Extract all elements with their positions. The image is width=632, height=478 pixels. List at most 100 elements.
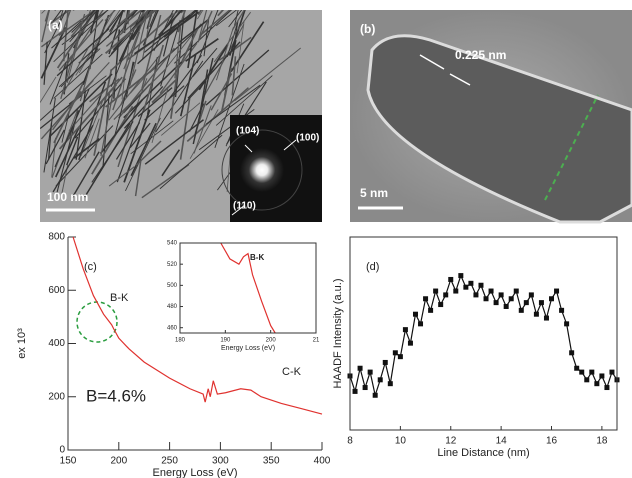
marker — [368, 370, 373, 375]
highlight-circle — [77, 302, 117, 342]
panel-label: (b) — [360, 22, 375, 36]
marker — [378, 377, 383, 382]
axis-frame — [350, 237, 617, 430]
marker — [489, 289, 494, 294]
scale-label: 5 nm — [360, 186, 388, 200]
marker — [453, 289, 458, 294]
x-tick-label: 200 — [266, 338, 277, 344]
y-tick-label: 460 — [167, 325, 178, 331]
marker — [534, 312, 539, 317]
marker — [584, 377, 589, 382]
marker — [494, 300, 499, 305]
marker — [468, 281, 473, 286]
marker — [458, 273, 463, 278]
marker — [484, 296, 489, 301]
marker — [579, 370, 584, 375]
x-tick-label: 350 — [263, 456, 280, 467]
marker — [594, 381, 599, 386]
marker — [433, 289, 438, 294]
inset-bg — [180, 243, 316, 333]
marker — [549, 296, 554, 301]
marker — [353, 389, 358, 394]
marker — [438, 302, 443, 307]
marker — [554, 289, 559, 294]
figure: (104) (100) (110) (a) 100 nm (b) 0.225 n… — [0, 0, 632, 478]
inset-label: (110) — [233, 201, 256, 212]
x-tick-label: 150 — [60, 456, 77, 467]
panel-label: (c) — [84, 261, 97, 273]
lattice-label: 0.225 nm — [455, 48, 506, 62]
marker — [609, 370, 614, 375]
inset-label: (100) — [296, 133, 319, 144]
x-tick-label: 200 — [110, 456, 127, 467]
marker — [403, 327, 408, 332]
marker — [524, 300, 529, 305]
marker — [373, 393, 378, 398]
x-tick-label: 400 — [314, 456, 331, 467]
x-tick-label: 14 — [496, 436, 508, 447]
marker — [519, 308, 524, 313]
y-axis-label: HAADF Intensity (a.u.) — [332, 278, 344, 388]
marker — [443, 292, 448, 297]
wire — [73, 0, 92, 11]
marker — [473, 292, 478, 297]
annotation: B-K — [110, 292, 129, 304]
y-tick-label: 800 — [48, 232, 65, 243]
annotation: B-K — [250, 253, 264, 262]
marker — [398, 354, 403, 359]
marker — [448, 277, 453, 282]
x-tick-label: 16 — [546, 436, 558, 447]
marker — [574, 366, 579, 371]
y-tick-label: 0 — [59, 445, 65, 456]
marker — [363, 385, 368, 390]
marker — [358, 366, 363, 371]
marker — [418, 321, 423, 326]
annotation: B=4.6% — [86, 386, 146, 405]
panel-label: (a) — [48, 18, 63, 32]
y-tick-label: 400 — [48, 338, 65, 349]
marker — [478, 283, 483, 288]
y-tick-label: 540 — [167, 241, 178, 247]
inset-label: (104) — [236, 126, 259, 137]
center-spot — [240, 148, 284, 192]
x-tick-label: 21 — [313, 338, 320, 344]
marker — [393, 350, 398, 355]
wire — [123, 0, 139, 12]
wire — [55, 0, 88, 11]
marker — [564, 321, 569, 326]
y-tick-label: 600 — [48, 285, 65, 296]
x-tick-label: 250 — [161, 456, 178, 467]
x-tick-label: 300 — [212, 456, 229, 467]
x-tick-label: 8 — [347, 436, 353, 447]
marker — [569, 350, 574, 355]
marker — [428, 308, 433, 313]
x-tick-label: 190 — [220, 338, 231, 344]
marker — [413, 312, 418, 317]
y-tick-label: 520 — [167, 262, 178, 268]
marker — [423, 296, 428, 301]
marker — [529, 292, 534, 297]
y-axis-label: ex 10³ — [16, 328, 28, 359]
y-tick-label: 500 — [167, 283, 178, 289]
marker — [463, 285, 468, 290]
x-tick-label: 18 — [596, 436, 608, 447]
x-tick-label: 180 — [175, 338, 186, 344]
marker — [408, 341, 413, 346]
marker — [499, 292, 504, 297]
marker — [509, 296, 514, 301]
scale-label: 100 nm — [47, 190, 88, 204]
marker — [504, 304, 509, 309]
annotation: C-K — [282, 366, 302, 378]
x-axis-label: Energy Loss (eV) — [153, 467, 238, 478]
x-tick-label: 10 — [395, 436, 407, 447]
marker — [539, 300, 544, 305]
x-axis-label: Line Distance (nm) — [437, 447, 529, 459]
marker — [599, 373, 604, 378]
data-line — [350, 276, 617, 396]
marker — [388, 381, 393, 386]
x-axis-label: Energy Loss (eV) — [221, 345, 275, 352]
marker — [559, 308, 564, 313]
marker — [383, 360, 388, 365]
marker — [604, 385, 609, 390]
marker — [589, 370, 594, 375]
